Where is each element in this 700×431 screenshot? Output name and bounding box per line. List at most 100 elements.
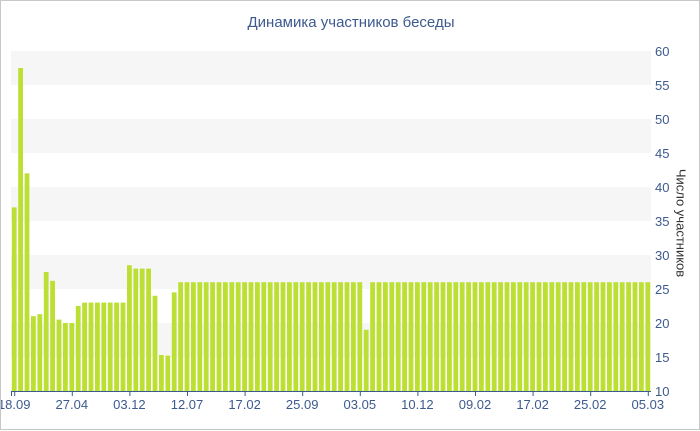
bar bbox=[216, 282, 222, 391]
bar bbox=[434, 282, 439, 391]
bar bbox=[408, 282, 414, 391]
bar bbox=[440, 282, 446, 391]
bar bbox=[421, 282, 427, 391]
x-tick-label: 03.05 bbox=[344, 397, 377, 412]
bar bbox=[517, 282, 523, 391]
bar bbox=[459, 282, 465, 391]
y-tick-label: 45 bbox=[655, 146, 669, 161]
bar bbox=[191, 282, 196, 391]
bar bbox=[210, 282, 215, 391]
bar bbox=[101, 302, 107, 391]
bar bbox=[242, 282, 247, 391]
x-tick-label: 03.12 bbox=[113, 397, 146, 412]
y-tick-label: 30 bbox=[655, 248, 669, 263]
bar bbox=[319, 282, 324, 391]
bar bbox=[619, 282, 625, 391]
bar bbox=[639, 282, 644, 391]
bar bbox=[613, 282, 619, 391]
bar bbox=[152, 295, 158, 391]
grid-band bbox=[11, 255, 651, 289]
bar bbox=[31, 316, 36, 391]
bar bbox=[56, 319, 62, 391]
grid-band bbox=[11, 187, 651, 221]
grid-band bbox=[11, 119, 651, 153]
bar bbox=[24, 173, 30, 391]
y-tick-labels: 10 15 20 25 30 35 40 45 50 55 60 bbox=[655, 44, 669, 399]
y-tick-label: 40 bbox=[655, 180, 669, 195]
bar bbox=[363, 329, 369, 391]
bar bbox=[18, 68, 23, 391]
bar bbox=[107, 302, 113, 391]
grid-band bbox=[11, 323, 651, 357]
bar bbox=[235, 282, 241, 391]
bar bbox=[523, 282, 529, 391]
bar bbox=[11, 207, 17, 391]
bar bbox=[127, 265, 132, 391]
bar bbox=[287, 282, 292, 391]
bar bbox=[325, 282, 331, 391]
grid-bands bbox=[11, 51, 651, 357]
x-tick-label: 25.09 bbox=[286, 397, 319, 412]
bar bbox=[75, 306, 81, 391]
y-tick-label: 60 bbox=[655, 44, 669, 59]
bar bbox=[203, 282, 209, 391]
bar bbox=[165, 355, 171, 391]
bar bbox=[575, 282, 580, 391]
bar bbox=[587, 282, 593, 391]
bar bbox=[197, 282, 203, 391]
bar bbox=[223, 282, 228, 391]
bar bbox=[645, 282, 651, 391]
bar bbox=[581, 282, 587, 391]
bar bbox=[299, 282, 305, 391]
bar bbox=[626, 282, 631, 391]
bar bbox=[491, 282, 497, 391]
bar bbox=[370, 282, 375, 391]
bar bbox=[146, 268, 151, 391]
bar bbox=[344, 282, 350, 391]
x-tick-label: 09.02 bbox=[459, 397, 492, 412]
bar bbox=[402, 282, 407, 391]
bar bbox=[280, 282, 286, 391]
bar bbox=[415, 282, 420, 391]
bar bbox=[261, 282, 267, 391]
bar bbox=[504, 282, 510, 391]
bar bbox=[229, 282, 235, 391]
bar bbox=[120, 302, 126, 391]
y-tick-label: 35 bbox=[655, 214, 669, 229]
bar bbox=[82, 302, 87, 391]
bar bbox=[555, 282, 561, 391]
bar bbox=[248, 282, 254, 391]
bar bbox=[63, 323, 68, 391]
chart-title: Динамика участников беседы bbox=[247, 14, 455, 31]
bar bbox=[114, 302, 119, 391]
x-tick-labels: 18.09 27.04 03.12 12.07 17.02 25.09 03.05 10.12… bbox=[1, 397, 664, 412]
bar bbox=[472, 282, 478, 391]
bar bbox=[267, 282, 273, 391]
bar bbox=[69, 323, 75, 391]
bar bbox=[178, 282, 183, 391]
bar bbox=[562, 282, 567, 391]
bar bbox=[453, 282, 459, 391]
bar bbox=[498, 282, 503, 391]
bar bbox=[43, 272, 49, 391]
bar bbox=[511, 282, 516, 391]
bar bbox=[568, 282, 574, 391]
x-tick-label: 12.07 bbox=[171, 397, 204, 412]
bar bbox=[383, 282, 388, 391]
bar bbox=[37, 314, 43, 391]
x-tick-label: 05.03 bbox=[632, 397, 665, 412]
bar bbox=[338, 282, 343, 391]
y-tick-label: 25 bbox=[655, 282, 669, 297]
y-tick-label: 20 bbox=[655, 316, 669, 331]
bar bbox=[376, 282, 382, 391]
bar bbox=[331, 282, 337, 391]
bar bbox=[536, 282, 542, 391]
bar bbox=[479, 282, 484, 391]
bar bbox=[293, 282, 299, 391]
bar bbox=[395, 282, 401, 391]
y-tick-label: 50 bbox=[655, 112, 669, 127]
bar bbox=[184, 282, 190, 391]
bar bbox=[389, 282, 395, 391]
bar bbox=[427, 282, 433, 391]
